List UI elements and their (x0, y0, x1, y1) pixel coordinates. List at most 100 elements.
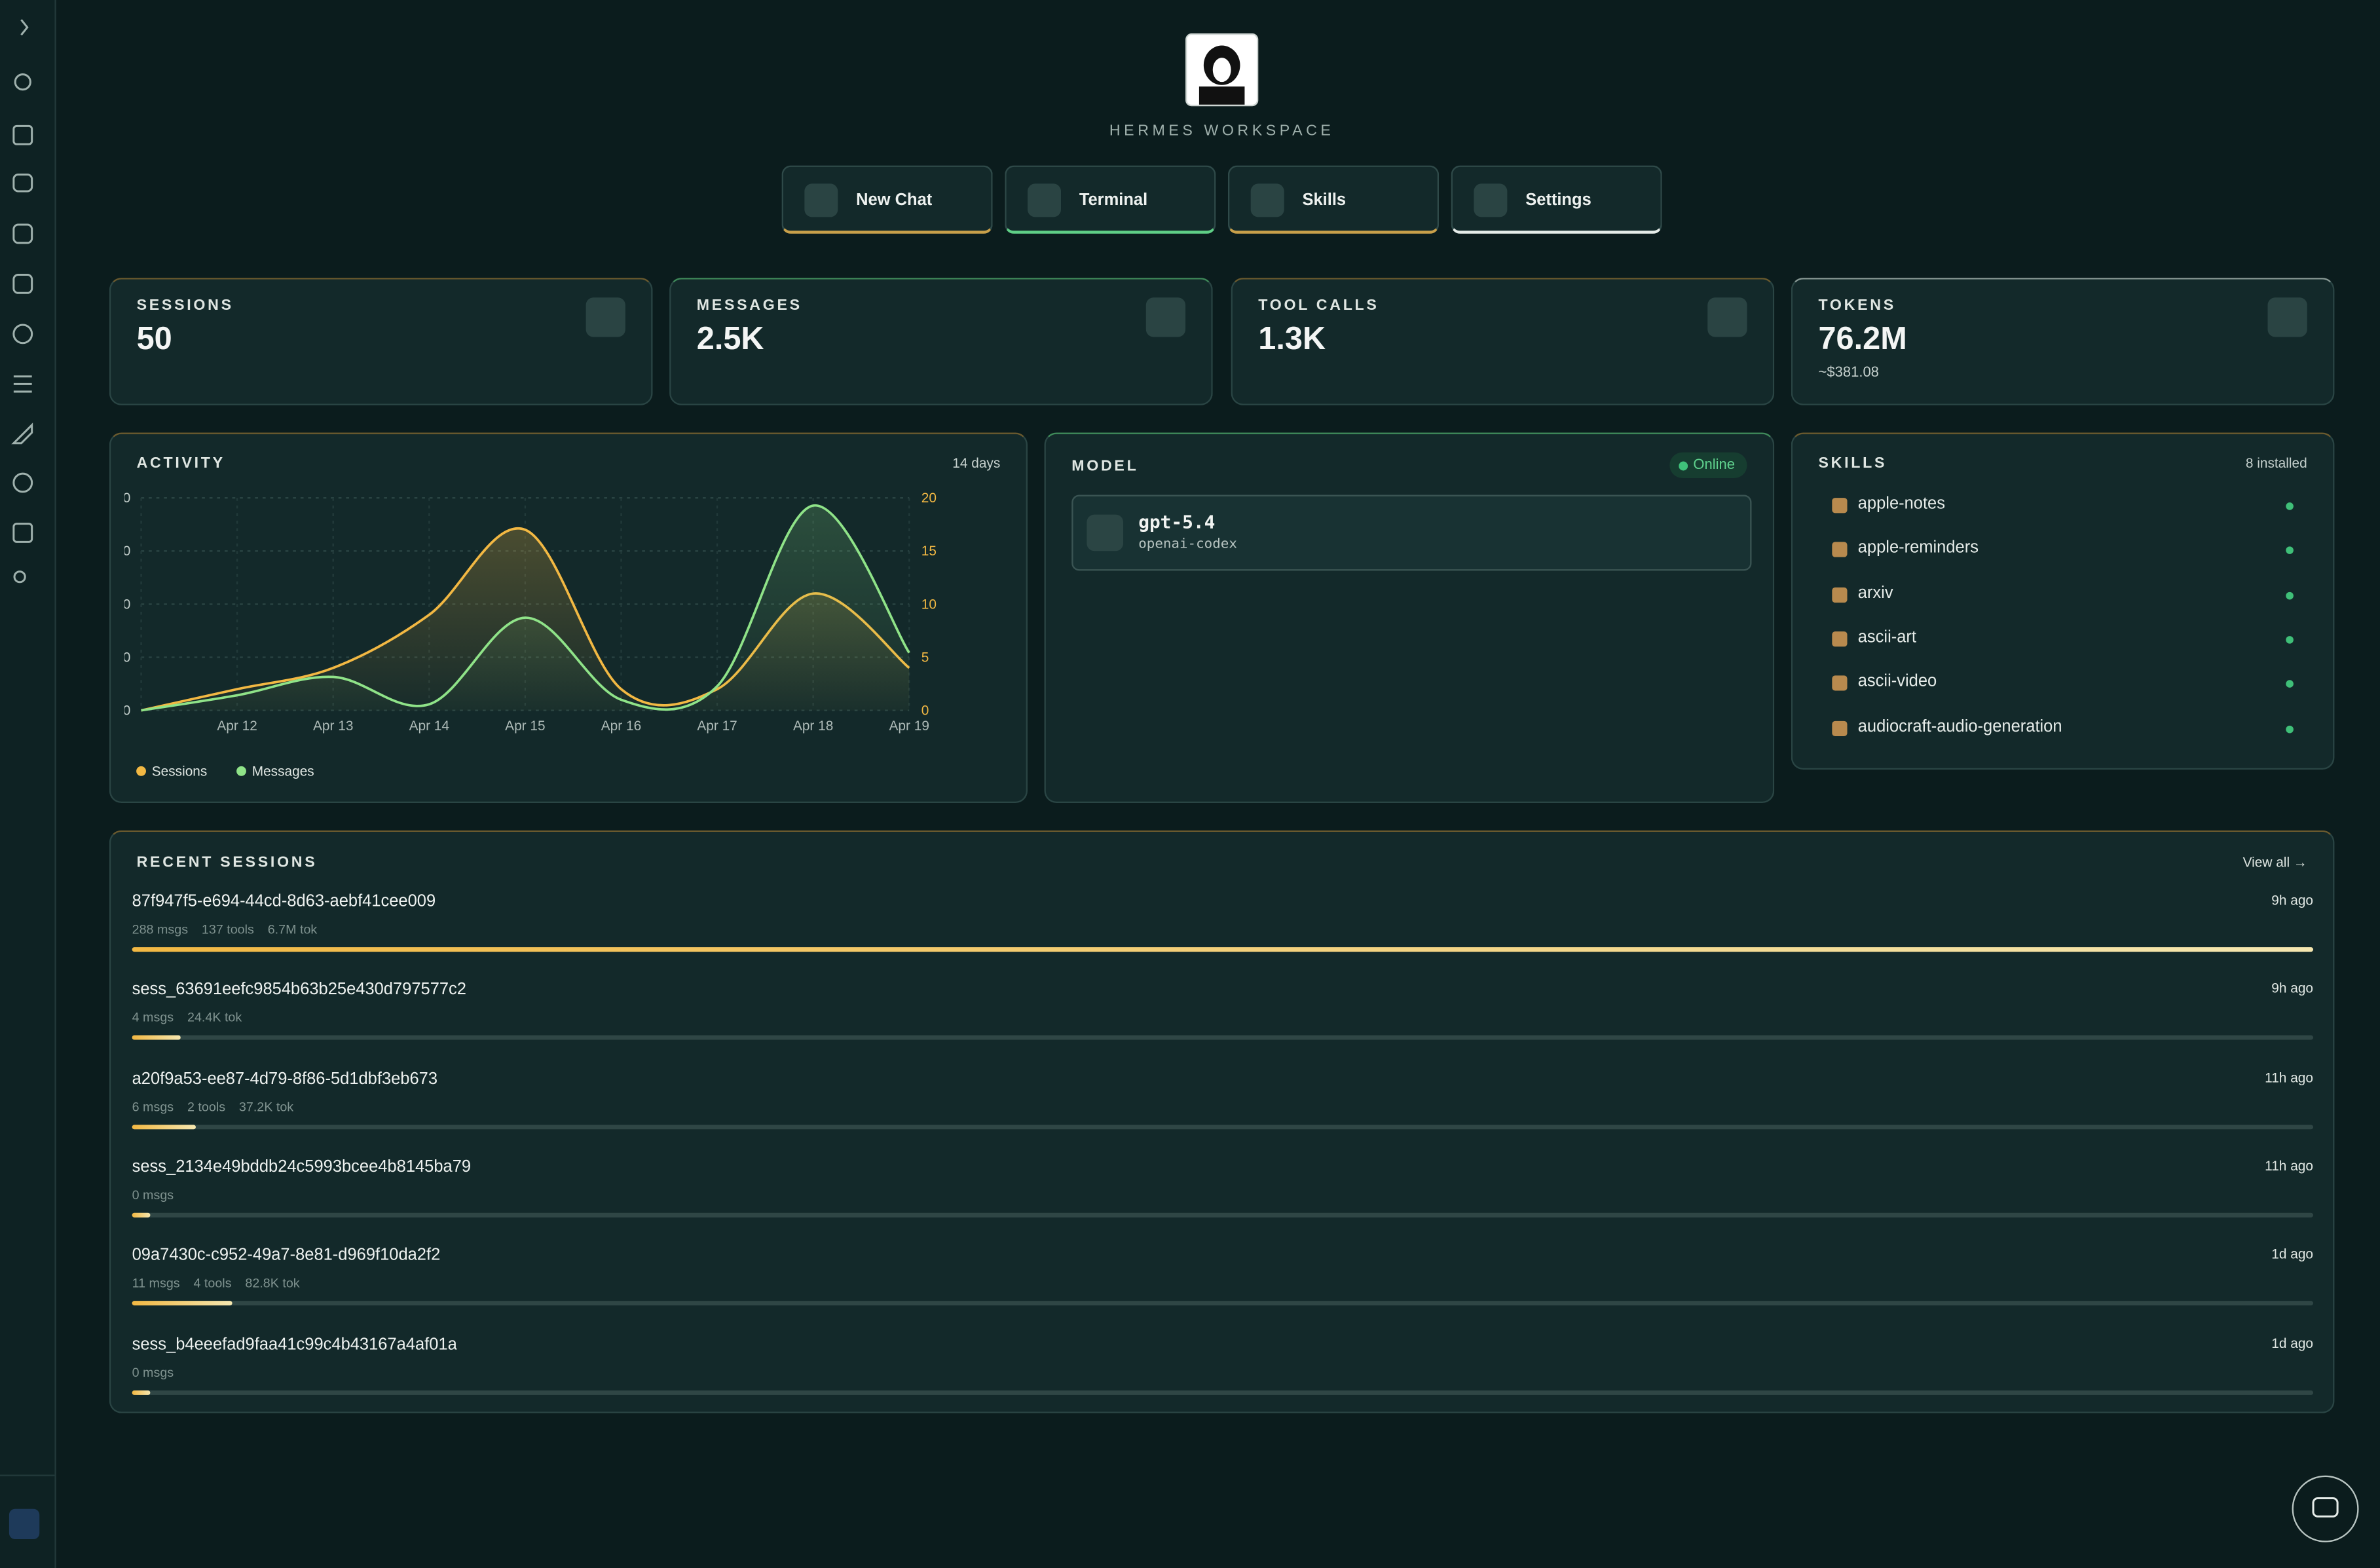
history-icon[interactable] (12, 324, 33, 345)
action-button[interactable]: Terminal (1005, 165, 1216, 234)
status-text: Online (1693, 457, 1736, 474)
session-time: 9h ago (2271, 892, 2314, 908)
skill-status (2286, 502, 2294, 510)
activity-card: ACTIVITY 14 days (109, 432, 1028, 804)
meta-msgs: 4 msgs (132, 1009, 174, 1026)
session-meta: 0 msgs (132, 1187, 187, 1202)
model-name: gpt-5.4 (1138, 512, 1216, 533)
chat-fab[interactable] (2292, 1475, 2359, 1542)
workspace-title: HERMES WORKSPACE (1109, 122, 1335, 140)
terminal-icon[interactable] (12, 273, 33, 294)
progress-bar (132, 1124, 196, 1129)
skill-status (2286, 591, 2294, 599)
progress-bar (132, 1301, 233, 1306)
session-meta: 4 msgs 24.4K tok (132, 1010, 255, 1025)
session-row[interactable]: 87f947f5-e694-44cd-8d63-aebf41cee009 9h a… (132, 892, 2314, 965)
session-row[interactable]: a20f9a53-ee87-4d79-8f86-5d1dbf3eb673 11h … (132, 1069, 2314, 1142)
action-label: Terminal (1079, 191, 1148, 210)
stat-value: 2.5K (696, 322, 764, 357)
model-provider: openai-codex (1138, 537, 1237, 553)
action-icon (1028, 183, 1062, 217)
chat-icon[interactable] (12, 174, 33, 193)
action-button[interactable]: New Chat (781, 165, 993, 234)
model-icon (1087, 514, 1124, 551)
view-all[interactable]: View all → (2242, 854, 2307, 870)
session-row[interactable]: 09a7430c-c952-49a7-8e81-d969f10da2f2 1d a… (132, 1246, 2314, 1319)
notes-icon[interactable] (12, 223, 33, 244)
skills-card: SKILLS 8 installed apple-notes apple-remi… (1791, 432, 2335, 770)
launch-icon[interactable] (11, 422, 33, 445)
session-row[interactable]: sess_b4eeefad9faa41c99c4b43167a4af01a 1d … (132, 1335, 2314, 1408)
skills-count: 8 installed (2245, 455, 2307, 471)
skills-title: SKILLS (1818, 455, 1887, 472)
stat-icon (586, 297, 625, 337)
stat-icon (2267, 297, 2307, 337)
stat-value: 1.3K (1258, 322, 1326, 357)
brain-icon[interactable] (12, 472, 33, 493)
activity-title: ACTIVITY (136, 455, 225, 472)
progress-bar (132, 1389, 151, 1394)
session-meta: 11 msgs 4 tools 82.8K tok (132, 1275, 314, 1290)
stat-card: TOOL CALLS 1.3K (1231, 278, 1775, 405)
meta-msgs: 0 msgs (132, 1364, 174, 1379)
action-icon (804, 183, 838, 217)
model-card: MODEL Online gpt-5.4 openai-codex (1044, 432, 1775, 804)
skill-icon (1832, 631, 1848, 647)
stat-label: SESSIONS (136, 297, 234, 314)
meta-tools: 4 tools (193, 1275, 232, 1291)
skill-name: ascii-video (1857, 673, 1937, 691)
chat-fab-icon (2312, 1497, 2339, 1518)
meta-msgs: 11 msgs (132, 1275, 180, 1291)
search-icon[interactable] (14, 73, 31, 91)
session-row[interactable]: sess_2134e49bddb24c5993bcee4b8145ba79 11h… (132, 1158, 2314, 1231)
meta-tokens: 37.2K tok (238, 1098, 294, 1114)
session-id: sess_2134e49bddb24c5993bcee4b8145ba79 (132, 1158, 472, 1176)
progress-track (132, 1036, 2314, 1041)
progress-bar (132, 1036, 181, 1041)
stat-icon (1707, 297, 1747, 337)
meta-tools: 137 tools (201, 921, 254, 937)
session-meta: 288 msgs 137 tools 6.7M tok (132, 922, 331, 937)
stat-sub: ~$381.08 (1818, 364, 1879, 381)
action-button[interactable]: Skills (1227, 165, 1440, 234)
progress-track (132, 1212, 2314, 1218)
skill-status (2286, 680, 2294, 688)
action-button[interactable]: Settings (1451, 165, 1662, 234)
sidebar (0, 0, 56, 1568)
model-box[interactable]: gpt-5.4 openai-codex (1071, 495, 1752, 571)
agents-icon[interactable] (13, 570, 26, 584)
activity-range: 14 days (952, 455, 1001, 471)
plugins-icon[interactable] (12, 523, 33, 543)
progress-track (132, 1124, 2314, 1129)
skill-name: ascii-art (1857, 628, 1917, 647)
tasks-icon[interactable] (13, 375, 32, 393)
session-time: 9h ago (2271, 980, 2314, 997)
skill-name: apple-notes (1857, 495, 1946, 513)
action-label: Skills (1302, 191, 1347, 210)
meta-tokens: 82.8K tok (245, 1275, 300, 1291)
skill-icon (1832, 498, 1848, 513)
session-time: 1d ago (2271, 1246, 2314, 1262)
session-id: 09a7430c-c952-49a7-8e81-d969f10da2f2 (132, 1246, 441, 1265)
skill-icon (1832, 586, 1848, 603)
avatar[interactable] (9, 1508, 40, 1540)
skill-status (2286, 547, 2294, 555)
expand-icon[interactable] (20, 19, 29, 36)
skill-icon (1832, 542, 1848, 558)
session-id: sess_b4eeefad9faa41c99c4b43167a4af01a (132, 1335, 457, 1354)
status-dot (1678, 461, 1688, 471)
stat-icon (1145, 297, 1186, 337)
progress-track (132, 1301, 2314, 1306)
model-status: Online (1669, 452, 1747, 479)
session-row[interactable]: sess_63691eefc9854b63b25e430d797577c2 9h … (132, 980, 2314, 1054)
meta-tools: 2 tools (187, 1098, 226, 1114)
session-id: a20f9a53-ee87-4d79-8f86-5d1dbf3eb673 (132, 1069, 438, 1088)
stat-card: TOKENS 76.2M ~$381.08 (1791, 278, 2335, 405)
skill-name: audiocraft-audio-generation (1857, 717, 2062, 736)
stat-label: TOKENS (1818, 297, 1896, 314)
meta-tokens: 24.4K tok (187, 1009, 242, 1026)
apps-icon[interactable] (12, 124, 33, 145)
meta-tokens: 6.7M tok (267, 921, 318, 937)
stat-label: TOOL CALLS (1258, 297, 1379, 314)
stat-card: SESSIONS 50 (109, 278, 653, 405)
